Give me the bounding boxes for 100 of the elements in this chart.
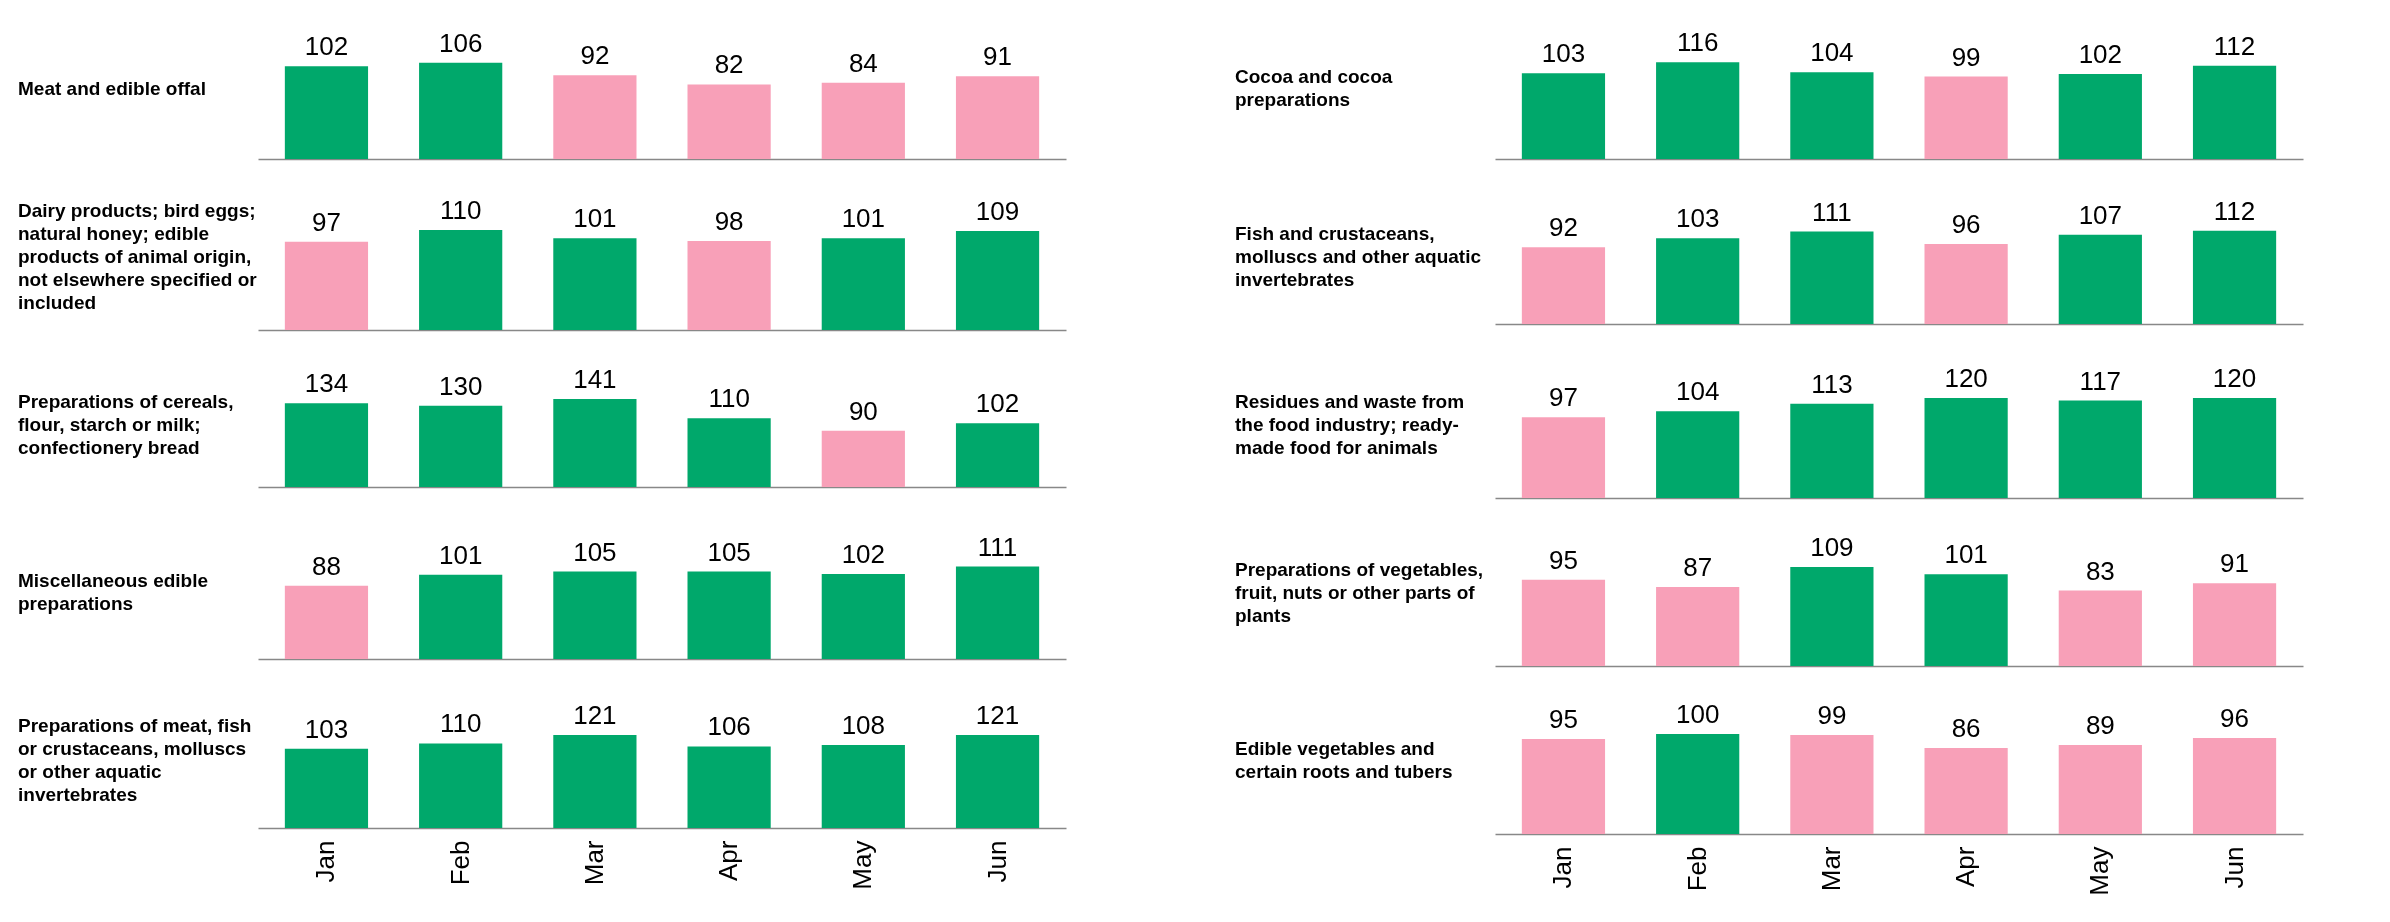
bar <box>419 405 503 487</box>
data-label: 89 <box>2085 710 2115 740</box>
bar <box>1521 739 1606 834</box>
bar <box>284 403 369 487</box>
data-label: 110 <box>708 383 750 414</box>
data-label: 111 <box>977 531 1018 562</box>
data-label: 98 <box>714 205 744 236</box>
data-label: 108 <box>841 709 886 740</box>
data-label: 104 <box>1810 37 1854 68</box>
text: Miscellaneous edible preparations <box>17 569 210 616</box>
x-tick-label: Jan <box>1547 846 1578 889</box>
data-label: 141 <box>573 363 617 394</box>
bar <box>1790 566 1874 666</box>
bar <box>1656 734 1740 834</box>
data-label: 97 <box>311 206 341 237</box>
data-label: 95 <box>1548 704 1578 734</box>
data-label: 106 <box>438 27 483 58</box>
x-tick-label: May <box>847 840 878 890</box>
bar <box>419 743 503 828</box>
data-label: 102 <box>975 388 1020 419</box>
data-label: 90 <box>848 395 878 426</box>
x-tick-label: Jun <box>2218 846 2249 889</box>
x-tick-label: Mar <box>1815 846 1846 892</box>
data-label: 112 <box>2213 195 2256 226</box>
x-tick-label: Feb <box>444 840 475 886</box>
data-label: 120 <box>1944 363 1988 393</box>
bar <box>955 423 1040 487</box>
bar <box>419 230 503 330</box>
bar <box>553 75 637 159</box>
data-label: 97 <box>1548 382 1578 413</box>
data-label: 111 <box>1812 196 1852 227</box>
x-tick-label: Jun <box>981 840 1012 883</box>
bar <box>553 571 637 659</box>
data-label: 112 <box>2213 30 2256 61</box>
bar <box>2058 590 2142 666</box>
data-label: 104 <box>1675 376 1720 407</box>
bar <box>1521 579 1606 666</box>
text: Fish and crustaceans, molluscs and other aquatic invertebrates <box>1234 221 1482 292</box>
data-label: 83 <box>2085 555 2115 586</box>
x-tick-label: May <box>2084 846 2115 896</box>
bar <box>821 82 905 159</box>
data-label: 87 <box>1683 551 1713 582</box>
data-label: 95 <box>1548 544 1578 575</box>
data-label: 105 <box>573 536 617 567</box>
bar <box>955 566 1040 659</box>
data-label: 109 <box>975 195 1020 226</box>
bar <box>284 748 369 828</box>
data-label: 134 <box>304 368 349 399</box>
bar <box>1521 417 1606 498</box>
data-label: 88 <box>311 550 341 581</box>
bar <box>687 84 771 159</box>
text: Preparations of cereals, flour, starch or milk; confectionery bread <box>17 389 235 460</box>
bar <box>955 230 1040 330</box>
bar <box>687 571 771 659</box>
data-label: 101 <box>438 539 483 570</box>
bar <box>687 418 771 487</box>
data-label: 117 <box>2079 365 2122 396</box>
data-label: 92 <box>1548 212 1578 243</box>
data-label: 102 <box>2078 39 2123 69</box>
bar <box>955 734 1040 828</box>
bar <box>1790 735 1874 834</box>
text: Preparations of meat, fish or crustaceans, molluscs or other aquatic invertebrates <box>17 714 253 807</box>
data-label: 116 <box>1676 27 1719 58</box>
data-label: 96 <box>2220 703 2250 733</box>
data-label: 107 <box>2078 199 2123 230</box>
bar <box>1656 586 1740 666</box>
bar <box>1790 72 1874 159</box>
data-label: 101 <box>1944 539 1988 570</box>
data-label: 99 <box>1951 41 1981 72</box>
data-label: 121 <box>573 699 617 730</box>
bar <box>1924 574 2008 666</box>
bar <box>2192 583 2277 666</box>
bar <box>1521 73 1606 159</box>
x-tick-label: Apr <box>713 840 744 881</box>
bar <box>2192 398 2277 498</box>
bar <box>821 238 905 330</box>
bar <box>419 62 503 159</box>
bar <box>2058 74 2142 159</box>
bar <box>284 241 369 330</box>
x-tick-label: Mar <box>578 840 609 886</box>
bar <box>553 238 637 330</box>
bar <box>2192 65 2277 159</box>
bar <box>687 746 771 828</box>
text: Cocoa and cocoa preparations <box>1234 65 1394 112</box>
data-label: 91 <box>2220 548 2250 579</box>
data-label: 109 <box>1810 531 1854 562</box>
bar <box>1790 403 1874 498</box>
data-label: 103 <box>304 713 349 744</box>
bar <box>821 430 905 487</box>
x-tick-label: Jan <box>310 840 341 883</box>
data-label: 120 <box>2212 363 2257 393</box>
data-label: 110 <box>439 708 482 739</box>
text: Meat and edible offal <box>17 76 207 101</box>
data-label: 130 <box>438 370 483 401</box>
data-label: 106 <box>707 711 751 742</box>
bar <box>419 574 503 659</box>
bar <box>284 66 369 159</box>
bar <box>1656 62 1740 159</box>
text: Edible vegetables and certain roots and tubers <box>1234 737 1454 784</box>
data-label: 103 <box>1675 203 1720 234</box>
